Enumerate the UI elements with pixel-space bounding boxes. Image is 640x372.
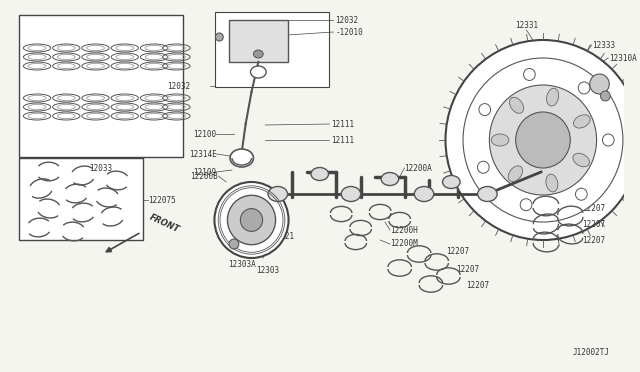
Text: 12200H: 12200H xyxy=(390,225,418,234)
Bar xyxy=(19,15,183,157)
Text: 12033: 12033 xyxy=(89,164,112,173)
Ellipse shape xyxy=(443,176,460,189)
Text: 12109: 12109 xyxy=(193,167,216,176)
Ellipse shape xyxy=(230,149,253,167)
Ellipse shape xyxy=(253,50,263,58)
Text: 12303: 12303 xyxy=(257,266,280,275)
Text: 12200: 12200 xyxy=(510,171,533,180)
Circle shape xyxy=(516,112,570,168)
Text: 13021: 13021 xyxy=(271,231,294,241)
Ellipse shape xyxy=(546,174,558,192)
Ellipse shape xyxy=(216,33,223,41)
Text: 12207: 12207 xyxy=(466,282,489,291)
Ellipse shape xyxy=(414,186,434,202)
Text: 12200A: 12200A xyxy=(404,164,432,173)
Text: 12200M: 12200M xyxy=(390,240,418,248)
Ellipse shape xyxy=(492,134,509,146)
Circle shape xyxy=(490,85,596,195)
Text: 12032: 12032 xyxy=(167,81,190,90)
Circle shape xyxy=(227,195,276,245)
Text: 12310A: 12310A xyxy=(609,54,637,62)
Bar xyxy=(19,158,143,240)
Ellipse shape xyxy=(229,239,239,249)
Circle shape xyxy=(479,103,491,116)
Text: 12111: 12111 xyxy=(332,135,355,144)
Ellipse shape xyxy=(573,115,590,128)
Ellipse shape xyxy=(341,186,361,202)
Text: J12002TJ: J12002TJ xyxy=(572,348,609,357)
Circle shape xyxy=(524,68,535,80)
Text: 12303F: 12303F xyxy=(507,160,534,169)
Ellipse shape xyxy=(573,153,589,167)
Ellipse shape xyxy=(381,173,399,186)
Bar xyxy=(229,20,287,62)
Text: -12010: -12010 xyxy=(335,28,363,36)
Text: 12314E: 12314E xyxy=(189,150,216,158)
Circle shape xyxy=(600,91,610,101)
Ellipse shape xyxy=(477,186,497,202)
Circle shape xyxy=(477,161,489,173)
Ellipse shape xyxy=(508,166,523,182)
Circle shape xyxy=(602,134,614,146)
Text: 12333: 12333 xyxy=(592,41,615,49)
Text: FRONT: FRONT xyxy=(148,213,181,235)
Text: 12207: 12207 xyxy=(582,219,605,228)
Circle shape xyxy=(445,40,640,240)
Text: 12200B: 12200B xyxy=(191,171,218,180)
Circle shape xyxy=(214,182,289,258)
Circle shape xyxy=(241,209,262,231)
Text: 12207: 12207 xyxy=(582,235,605,244)
Text: 12111: 12111 xyxy=(332,119,355,128)
Text: 12331: 12331 xyxy=(515,21,538,30)
Circle shape xyxy=(575,188,588,200)
Text: 122075: 122075 xyxy=(148,196,176,205)
Circle shape xyxy=(578,82,590,94)
Ellipse shape xyxy=(547,88,559,106)
Ellipse shape xyxy=(250,66,266,78)
Ellipse shape xyxy=(268,186,287,202)
Text: 12207: 12207 xyxy=(582,203,605,212)
Ellipse shape xyxy=(509,97,524,113)
Circle shape xyxy=(520,199,532,211)
Text: 12032: 12032 xyxy=(335,16,358,25)
Text: 12207: 12207 xyxy=(456,264,479,273)
Bar xyxy=(216,12,330,87)
Text: 12330: 12330 xyxy=(516,65,540,74)
Circle shape xyxy=(589,74,609,94)
Ellipse shape xyxy=(311,167,328,180)
Text: 12207: 12207 xyxy=(447,247,470,257)
Text: 12100: 12100 xyxy=(193,129,216,138)
Text: 12303A: 12303A xyxy=(228,260,255,269)
Circle shape xyxy=(463,58,623,222)
